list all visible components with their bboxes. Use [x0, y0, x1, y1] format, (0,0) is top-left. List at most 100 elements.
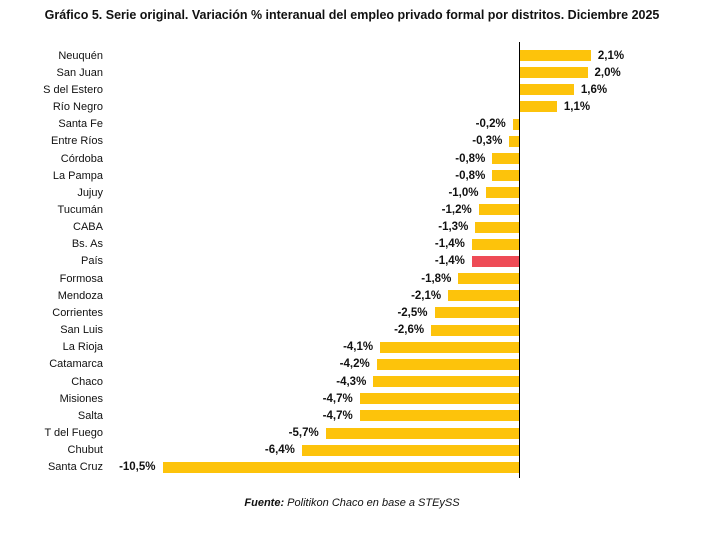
source-note: Fuente: Politikon Chaco en base a STEySS [0, 497, 704, 509]
bar [458, 273, 520, 285]
zero-axis-line [519, 42, 520, 478]
chart-row: CABA -1,3% [0, 219, 704, 236]
value-label: -1,8% [421, 272, 452, 285]
bar [492, 152, 520, 164]
bar [380, 341, 520, 353]
bar [475, 221, 520, 233]
category-label: T del Fuego [44, 427, 103, 440]
value-label: -1,2% [441, 204, 472, 217]
bar [519, 84, 574, 96]
chart-row: Neuquén 2,1% [0, 47, 704, 64]
value-label: -1,4% [434, 255, 465, 268]
category-label: Córdoba [60, 152, 103, 165]
category-label: Neuquén [58, 49, 103, 62]
category-label: Mendoza [57, 289, 103, 302]
value-label: -5,7% [288, 427, 319, 440]
value-label: -0,2% [475, 118, 506, 131]
category-label: Misiones [59, 392, 103, 405]
bar [162, 461, 520, 473]
chart-row: La Pampa -0,8% [0, 167, 704, 184]
chart-row: Formosa -1,8% [0, 270, 704, 287]
value-label: 2,1% [597, 49, 625, 62]
chart-row: Santa Cruz -10,5% [0, 459, 704, 476]
chart-row: Río Negro 1,1% [0, 98, 704, 115]
category-label: Formosa [59, 272, 103, 285]
category-label: CABA [73, 221, 103, 234]
bar [448, 290, 520, 302]
category-label: Bs. As [71, 238, 103, 251]
bar [471, 238, 520, 250]
chart-row: Catamarca -4,2% [0, 356, 704, 373]
chart-row: Bs. As -1,4% [0, 236, 704, 253]
bar-chart: Neuquén 2,1% San Juan 2,0% S del Estero 1,6% R… [0, 42, 704, 478]
bar [434, 307, 520, 319]
chart-row: Salta -4,7% [0, 407, 704, 424]
bar [301, 444, 520, 456]
category-label: Santa Cruz [47, 461, 103, 474]
bar [485, 187, 520, 199]
chart-row: Misiones -4,7% [0, 390, 704, 407]
chart-title: Gráfico 5. Serie original. Variación % i… [44, 8, 660, 22]
chart-row: Santa Fe -0,2% [0, 116, 704, 133]
value-label: -10,5% [119, 461, 156, 474]
bar [359, 410, 520, 422]
value-label: -1,0% [448, 186, 479, 199]
value-label: 1,1% [563, 101, 591, 114]
bar [376, 358, 520, 370]
bar [359, 393, 520, 405]
category-label: Jujuy [77, 186, 103, 199]
value-label: -1,4% [434, 238, 465, 251]
category-label: La Pampa [52, 169, 103, 182]
category-label: La Rioja [62, 341, 103, 354]
value-label: -4,2% [339, 358, 370, 371]
category-label: Tucumán [57, 204, 103, 217]
bar [431, 324, 520, 336]
bar [492, 170, 520, 182]
category-label: Corrientes [52, 306, 103, 319]
category-label: Chubut [67, 444, 103, 457]
chart-row: S del Estero 1,6% [0, 81, 704, 98]
bar [519, 50, 591, 61]
category-label: País [80, 255, 103, 268]
bar [519, 67, 588, 79]
category-label: Entre Ríos [51, 135, 103, 148]
chart-row: La Rioja -4,1% [0, 339, 704, 356]
source-label: Fuente: [244, 497, 285, 509]
chart-row: Chubut -6,4% [0, 442, 704, 459]
chart-row: T del Fuego -5,7% [0, 425, 704, 442]
category-label: San Juan [56, 66, 103, 79]
chart-row: Tucumán -1,2% [0, 201, 704, 218]
value-label: 2,0% [594, 66, 621, 79]
chart-row: Chaco -4,3% [0, 373, 704, 390]
value-label: -6,4% [264, 444, 295, 457]
chart-row: Corrientes -2,5% [0, 304, 704, 321]
highlight-bar [471, 255, 520, 267]
category-label: S del Estero [43, 83, 103, 96]
chart-row: San Luis -2,6% [0, 322, 704, 339]
bar [519, 101, 557, 113]
bar [509, 135, 520, 147]
value-label: -1,3% [438, 221, 469, 234]
chart-row: Jujuy -1,0% [0, 184, 704, 201]
category-label: Chaco [71, 375, 103, 388]
value-label: -2,1% [411, 289, 442, 302]
value-label: -0,3% [472, 135, 503, 148]
category-label: Río Negro [52, 101, 103, 114]
bar [373, 376, 520, 388]
value-label: -4,7% [322, 392, 353, 405]
value-label: -2,5% [397, 306, 428, 319]
value-label: -4,1% [343, 341, 374, 354]
value-label: -0,8% [455, 152, 486, 165]
category-label: Catamarca [49, 358, 103, 371]
value-label: -4,7% [322, 409, 353, 422]
chart-row: País -1,4% [0, 253, 704, 270]
value-label: -4,3% [336, 375, 367, 388]
value-label: -0,8% [455, 169, 486, 182]
value-label: -2,6% [394, 324, 425, 337]
chart-row: Mendoza -2,1% [0, 287, 704, 304]
category-label: Santa Fe [58, 118, 103, 131]
chart-row: Córdoba -0,8% [0, 150, 704, 167]
value-label: 1,6% [580, 83, 608, 96]
category-label: San Luis [60, 324, 103, 337]
